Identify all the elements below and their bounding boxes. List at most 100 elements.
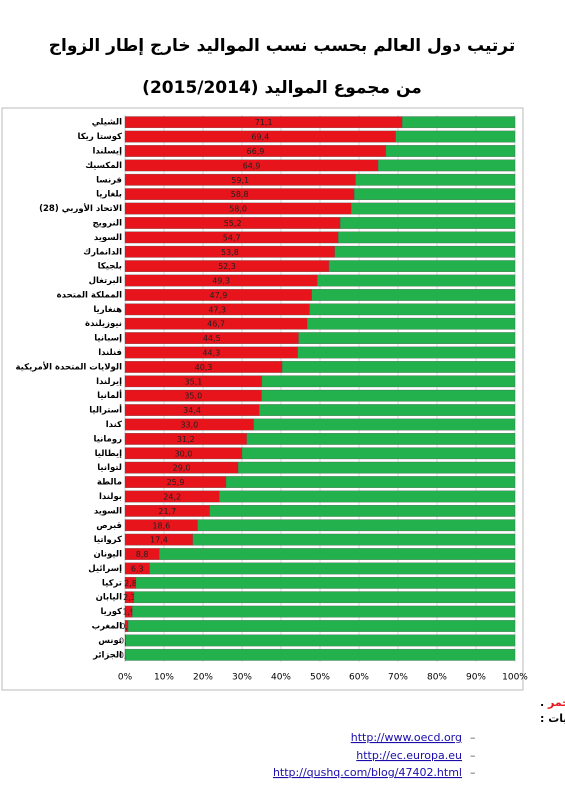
category-label: كندا (106, 420, 122, 430)
category-label: المملكة المتحدة (57, 290, 122, 300)
category-label: الدانمارك (83, 247, 122, 257)
category-label: البرتغال (89, 276, 123, 286)
source-dash: – (470, 731, 476, 744)
category-label: كوستا ريكا (78, 132, 123, 142)
category-label: تونس (98, 636, 122, 646)
bar-segment (149, 562, 516, 575)
category-label: فرنسا (96, 175, 122, 185)
chart-title: ترتيب دول العالم بحسب نسب المواليد خارج … (49, 36, 516, 56)
category-label: تركيا (102, 578, 122, 588)
value-label: 24,2 (163, 492, 181, 501)
value-label: 2,3 (123, 593, 136, 602)
bar-segment (351, 202, 516, 215)
x-tick-label: 60% (349, 673, 369, 683)
value-label: 64,9 (243, 161, 261, 170)
bar-segment (209, 505, 516, 517)
bar-segment (311, 289, 516, 301)
x-tick-label: 30% (232, 673, 252, 683)
bar-segment (237, 461, 516, 474)
value-label: 46,7 (207, 320, 225, 329)
category-label: لتوانيا (97, 463, 122, 473)
x-tick-label: 80% (427, 673, 447, 683)
value-label: 71,1 (255, 118, 273, 127)
source-link[interactable]: http://www.oecd.org (351, 731, 462, 744)
value-label: 17,4 (150, 536, 168, 545)
bar-segment (192, 533, 516, 546)
value-label: 25,9 (167, 478, 185, 487)
x-tick-label: 100% (502, 673, 528, 683)
category-label: إسبانيا (94, 334, 122, 344)
category-label: بلغاريا (96, 190, 122, 200)
category-label: اليابان (96, 593, 122, 603)
x-tick-label: 40% (271, 673, 291, 683)
value-label: 21,7 (158, 507, 176, 516)
category-label: فنلندا (98, 348, 122, 358)
category-label: كوريا (100, 607, 122, 617)
value-label: 66,9 (247, 147, 265, 156)
value-label: 52,3 (218, 262, 236, 271)
bar-segment (225, 476, 516, 488)
sources-heading: ـ مصادر المعطيات : (540, 712, 565, 725)
value-label: 29,0 (173, 464, 191, 473)
category-label: كرواتيا (94, 535, 122, 545)
category-label: النرويج (93, 218, 123, 228)
bar-segment (297, 346, 516, 359)
value-label: 33,0 (180, 420, 198, 429)
value-label: 55,2 (224, 219, 242, 228)
category-label: قبرص (96, 521, 122, 531)
bar-segment (317, 274, 516, 287)
bar-segment (159, 548, 516, 560)
chart-subtitle: من مجموع المواليد (2015/2014) (142, 78, 422, 98)
category-label: الولايات المتحدة الأمريكية (16, 361, 123, 372)
bar-segment (338, 231, 516, 244)
x-tick-label: 50% (310, 673, 330, 683)
bar-segment (355, 173, 516, 186)
category-label: الجزائر (92, 650, 122, 660)
category-label: رومانيا (94, 434, 123, 444)
value-label: 18,6 (152, 521, 170, 530)
value-label: 30,0 (175, 449, 193, 458)
bar-segment (298, 332, 516, 344)
x-tick-label: 10% (154, 673, 174, 683)
value-label: 47,9 (209, 291, 227, 300)
value-label: 44,5 (203, 334, 221, 343)
bar-segment (246, 433, 516, 445)
category-label: الشيلي (92, 118, 122, 128)
value-label: 31,2 (177, 435, 195, 444)
bar-segment (219, 490, 516, 503)
value-label: 69,4 (251, 133, 269, 142)
legend-note-part: . (540, 696, 548, 709)
value-label: 0,2 (119, 636, 132, 645)
bar-segment (334, 245, 516, 258)
category-label: ألمانيا (97, 389, 122, 401)
source-link[interactable]: http://ec.europa.eu (356, 749, 462, 762)
value-label: 8,8 (136, 550, 149, 559)
category-label: بلجيكا (98, 262, 122, 272)
category-label: مالطة (97, 478, 122, 488)
value-label: 35,1 (185, 377, 203, 386)
bar-segment (306, 317, 516, 330)
bar-segment (125, 648, 516, 661)
value-label: 53,8 (221, 248, 239, 257)
value-label: 35,0 (184, 392, 202, 401)
bar-segment (354, 188, 516, 201)
bar-segment (125, 634, 516, 647)
bar-segment (309, 303, 516, 316)
category-label: إيرلندا (96, 377, 122, 387)
category-label: السويد (94, 233, 122, 243)
value-label: 1,9 (122, 608, 135, 617)
value-label: 0,8 (120, 622, 133, 631)
x-tick-label: 90% (466, 673, 486, 683)
category-label: السويد (94, 506, 122, 516)
source-link[interactable]: http://qushq.com/blog/47402.html (273, 766, 462, 779)
category-label: المكسيك (85, 161, 122, 171)
legend-note: ـ المواليد خارج إطار الزواج باللون الأحم… (540, 695, 565, 710)
bar-segment (282, 361, 516, 373)
bar-segment (385, 145, 516, 157)
bar-segment (241, 447, 516, 460)
bar-segment (340, 217, 516, 229)
bar-segment (253, 418, 516, 431)
bar-segment (377, 159, 516, 172)
category-label: الاتحاد الأوربي (28) (39, 203, 122, 214)
